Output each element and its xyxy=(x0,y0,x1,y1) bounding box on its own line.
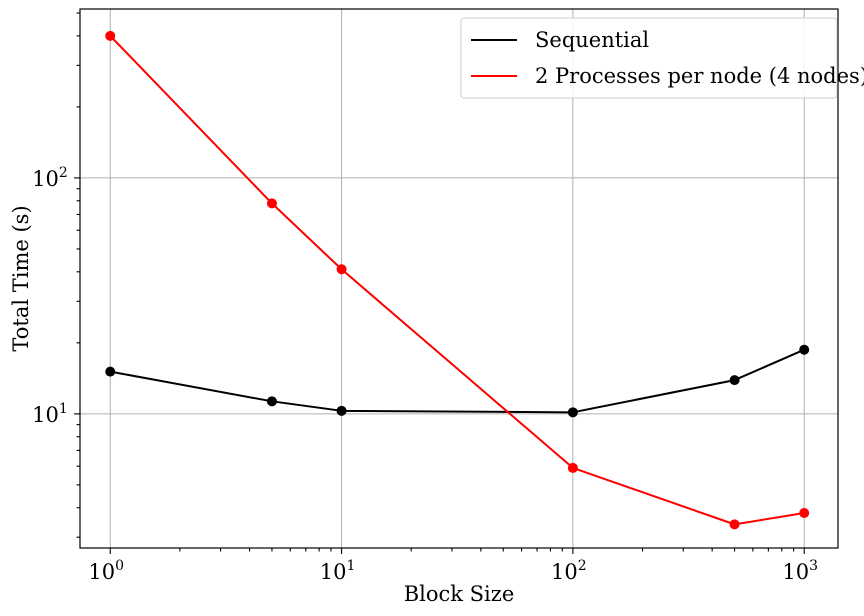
data-point xyxy=(266,198,277,209)
data-point xyxy=(799,344,810,355)
data-point xyxy=(105,366,116,377)
legend-label-parallel: 2 Processes per node (4 nodes) xyxy=(535,64,864,88)
legend-box xyxy=(460,17,838,99)
x-tick-label: 102 xyxy=(551,558,587,584)
legend-label-sequential: Sequential xyxy=(535,28,649,52)
y-tick-label: 101 xyxy=(32,401,68,427)
series-0 xyxy=(105,344,810,418)
data-point xyxy=(336,264,347,275)
data-point xyxy=(266,396,277,407)
x-tick-label: 101 xyxy=(320,558,356,584)
x-tick-label: 100 xyxy=(88,558,124,584)
grid xyxy=(80,9,838,548)
data-point xyxy=(729,519,740,530)
series-1 xyxy=(105,30,810,530)
x-axis-label: Block Size xyxy=(404,582,515,606)
series-line xyxy=(110,348,805,414)
data-point xyxy=(567,407,578,418)
plot-series xyxy=(105,30,810,530)
data-point xyxy=(799,507,810,518)
axis-ticks: 100 101 102 103 101 102 xyxy=(32,12,818,584)
x-tick-label: 103 xyxy=(782,558,818,584)
y-axis-label: Total Time (s) xyxy=(9,205,33,351)
data-point xyxy=(336,405,347,416)
series-line xyxy=(109,35,805,526)
data-point xyxy=(105,30,116,41)
y-tick-label: 102 xyxy=(32,165,68,191)
data-point xyxy=(567,462,578,473)
plot-frame xyxy=(79,8,839,549)
legend: Sequential 2 Processes per node (4 nodes… xyxy=(460,17,864,99)
data-point xyxy=(729,375,740,386)
